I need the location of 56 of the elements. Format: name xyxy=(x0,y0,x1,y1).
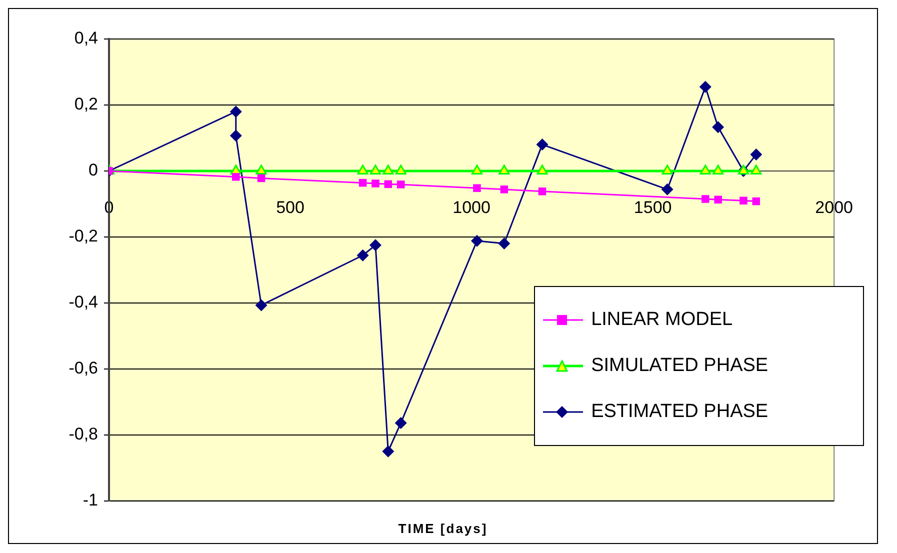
point xyxy=(752,197,760,206)
point xyxy=(738,164,749,174)
point xyxy=(498,164,510,174)
point xyxy=(382,445,394,458)
point xyxy=(740,196,748,205)
point xyxy=(712,164,724,174)
point xyxy=(498,238,510,250)
legend-label: SIMULATED PHASE xyxy=(591,354,768,377)
y-tick-label: -0,4 xyxy=(68,292,98,312)
point xyxy=(382,164,394,174)
point xyxy=(662,164,673,174)
y-tick-label: 0,4 xyxy=(74,28,98,48)
point xyxy=(372,180,380,188)
point xyxy=(356,249,369,262)
point xyxy=(384,180,392,188)
point xyxy=(230,130,242,142)
y-tick-label: 0 xyxy=(88,160,98,180)
point xyxy=(536,138,548,151)
point xyxy=(369,239,382,252)
y-tick-label: -0,6 xyxy=(68,358,98,378)
x-tick-label: 1500 xyxy=(634,198,672,217)
point xyxy=(712,121,724,134)
y-tick-label: -1 xyxy=(82,490,98,510)
point xyxy=(358,178,367,187)
point xyxy=(700,164,711,174)
point xyxy=(471,164,482,174)
point xyxy=(714,196,722,204)
point xyxy=(230,106,242,118)
x-tick-label: 2000 xyxy=(815,198,854,217)
x-tick-label: 1000 xyxy=(452,198,490,217)
point xyxy=(536,164,548,174)
y-tick-label: -0,8 xyxy=(68,424,98,444)
point xyxy=(256,164,267,174)
point xyxy=(470,234,483,247)
point xyxy=(255,299,268,312)
legend-label: LINEAR MODEL xyxy=(591,308,733,331)
x-tick-label: 500 xyxy=(276,198,304,217)
point xyxy=(750,148,762,160)
point xyxy=(500,186,508,194)
point xyxy=(538,188,546,196)
point xyxy=(357,164,368,174)
point xyxy=(702,195,710,203)
point xyxy=(395,164,406,174)
point xyxy=(473,184,481,192)
point xyxy=(661,183,674,196)
point xyxy=(396,180,405,188)
x-axis-title: TIME [days] xyxy=(397,521,489,536)
point xyxy=(394,416,407,429)
point xyxy=(699,80,712,93)
point xyxy=(750,164,762,174)
point xyxy=(232,172,240,181)
legend-label: ESTIMATED PHASE xyxy=(591,400,768,423)
y-tick-label: 0,2 xyxy=(74,94,98,114)
point xyxy=(370,164,381,174)
point xyxy=(257,174,266,182)
y-tick-label: -0,2 xyxy=(68,226,98,246)
